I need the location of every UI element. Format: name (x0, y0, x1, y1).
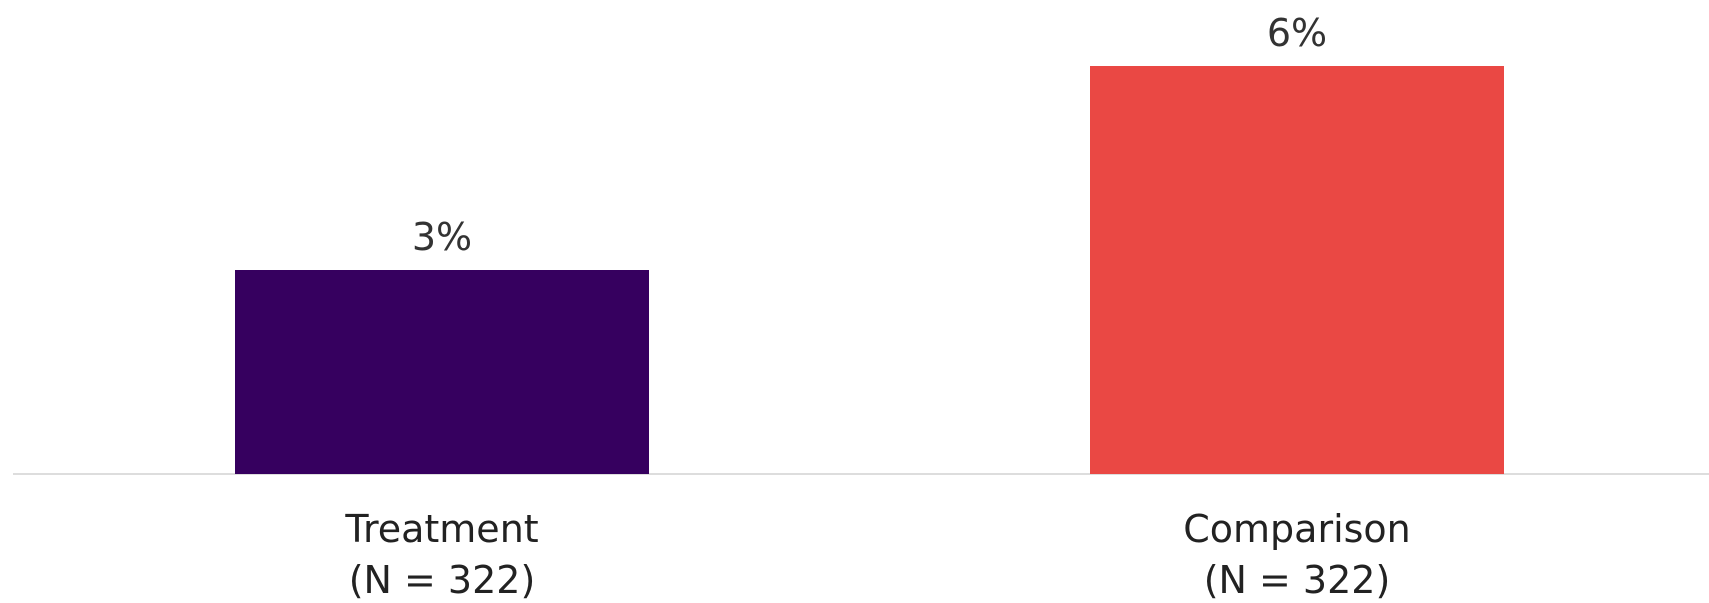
bars-group (235, 66, 1504, 474)
bar-comparison (1090, 66, 1504, 474)
tick-labels-group: Treatment (N = 322) Comparison (N = 322) (344, 507, 1410, 602)
value-label-treatment: 3% (412, 215, 472, 259)
category-sublabel-comparison: (N = 322) (1204, 558, 1391, 602)
value-labels-group: 3% 6% (412, 11, 1327, 259)
category-sublabel-treatment: (N = 322) (349, 558, 536, 602)
category-label-comparison: Comparison (1183, 507, 1411, 551)
category-label-treatment: Treatment (344, 507, 538, 551)
bar-treatment (235, 270, 649, 474)
value-label-comparison: 6% (1267, 11, 1327, 55)
